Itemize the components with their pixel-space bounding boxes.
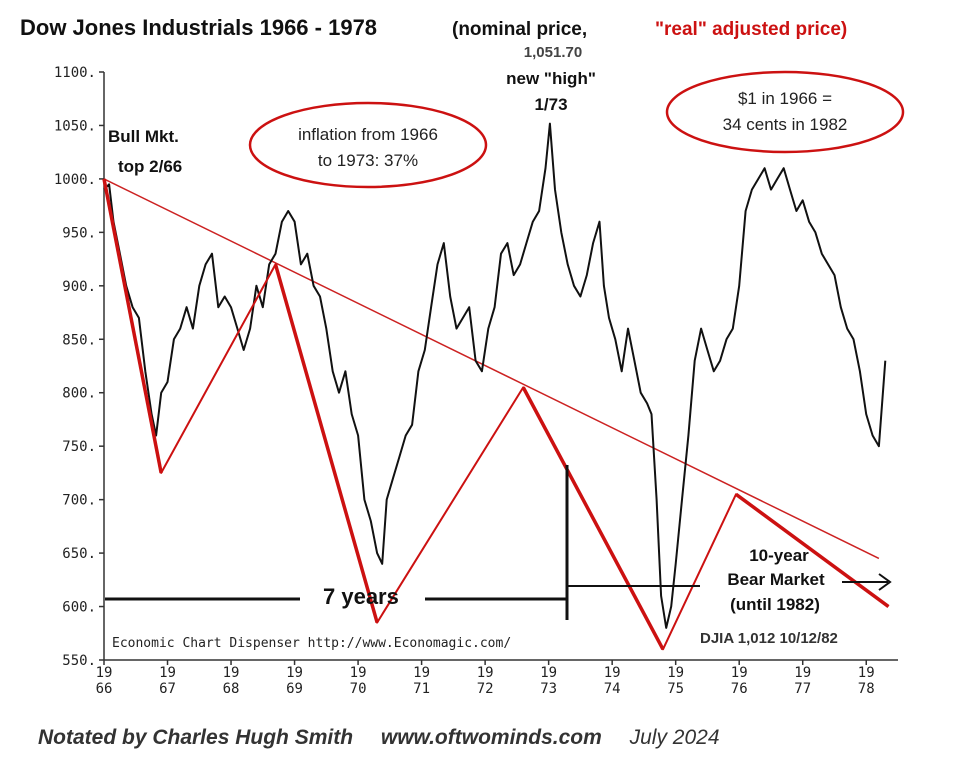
x-tick-label-top: 19: [350, 665, 367, 681]
x-tick-label-bottom: 76: [731, 681, 748, 697]
chart-title: Dow Jones Industrials 1966 - 1978: [20, 15, 377, 40]
bear-arrow-head: [878, 573, 892, 591]
axes: 550. 600. 650. 700. 750. 800. 850. 900. 950. 1000…: [54, 65, 898, 697]
y-tick-label: 950.: [62, 225, 96, 241]
y-tick-label: 1000.: [54, 172, 96, 188]
x-tick-label-bottom: 74: [604, 681, 621, 697]
x-tick-label-bottom: 71: [413, 681, 430, 697]
footer-site: www.oftwominds.com: [380, 726, 602, 749]
nominal-series-line: [103, 122, 887, 629]
dow-jones-chart: Dow Jones Industrials 1966 - 1978 (nomin…: [20, 15, 905, 697]
trendline-group: [103, 178, 880, 560]
y-tick-label: 1050.: [54, 118, 96, 134]
x-tick-label-bottom: 75: [667, 681, 684, 697]
x-tick-label-bottom: 72: [477, 681, 494, 697]
dollar-line2: 34 cents in 1982: [723, 115, 848, 134]
x-tick-label-top: 19: [286, 665, 303, 681]
x-tick-label-top: 19: [477, 665, 494, 681]
footer: Notated by Charles Hugh Smith www.oftwom…: [38, 726, 720, 750]
real-series-down-leg: [102, 178, 163, 474]
inflation-ellipse: [248, 101, 488, 189]
x-tick-label-bottom: 67: [159, 681, 176, 697]
chart-title-paren: (nominal price,: [452, 19, 587, 40]
x-tick-label-top: 19: [540, 665, 557, 681]
nominal-series-group: [103, 122, 887, 629]
bear-line1: 10-year: [749, 546, 809, 565]
bear-line3: (until 1982): [730, 595, 820, 614]
x-tick-label-top: 19: [159, 665, 176, 681]
dollar-ellipse: [665, 70, 905, 154]
y-tick-label: 650.: [62, 546, 96, 562]
dollar-line1: $1 in 1966 =: [738, 89, 832, 108]
inflation-line2: to 1973: 37%: [318, 151, 418, 170]
high-line1: new "high": [506, 69, 596, 88]
djia-note: DJIA 1,012 10/12/82: [700, 630, 838, 647]
x-tick-label-bottom: 70: [350, 681, 367, 697]
x-tick-label-bottom: 77: [794, 681, 811, 697]
y-tick-label: 550.: [62, 653, 96, 669]
x-tick-label-bottom: 68: [223, 681, 240, 697]
y-tick-label: 1100.: [54, 65, 96, 81]
source-note: Economic Chart Dispenser http://www.Econ…: [112, 636, 511, 651]
footer-author: Notated by Charles Hugh Smith: [38, 726, 354, 749]
real-series-line: [103, 178, 890, 651]
footer-date: July 2024: [629, 726, 720, 749]
x-tick-label-top: 19: [96, 665, 113, 681]
high-line2: 1/73: [534, 95, 567, 114]
real-series-group: [102, 178, 890, 651]
y-tick-label: 850.: [62, 332, 96, 348]
x-tick-label-top: 19: [667, 665, 684, 681]
x-tick-label-bottom: 66: [96, 681, 113, 697]
y-tick-label: 800.: [62, 386, 96, 402]
x-tick-label-top: 19: [413, 665, 430, 681]
trendline-series-line: [103, 178, 880, 560]
x-tick-label-top: 19: [604, 665, 621, 681]
y-tick-label: 600.: [62, 600, 96, 616]
y-tick-label: 700.: [62, 493, 96, 509]
x-tick-label-top: 19: [858, 665, 875, 681]
real-series-down-leg: [734, 492, 890, 608]
inflation-line1: inflation from 1966: [298, 125, 438, 144]
x-tick-label-bottom: 69: [286, 681, 303, 697]
x-tick-label-top: 19: [731, 665, 748, 681]
seven-years-label: 7 years: [323, 584, 399, 609]
real-series-down-leg: [273, 263, 379, 624]
y-tick-label: 750.: [62, 439, 96, 455]
bull-top-line2: top 2/66: [118, 157, 182, 176]
y-tick-label: 900.: [62, 279, 96, 295]
chart-title-real: "real" adjusted price): [655, 19, 847, 40]
x-tick-label-bottom: 73: [540, 681, 557, 697]
x-tick-label-top: 19: [794, 665, 811, 681]
bear-line2: Bear Market: [727, 570, 825, 589]
x-tick-label-top: 19: [223, 665, 240, 681]
real-series-down-leg: [521, 386, 665, 651]
high-value: 1,051.70: [524, 44, 582, 61]
x-tick-label-bottom: 78: [858, 681, 875, 697]
bull-top-line1: Bull Mkt.: [108, 127, 179, 146]
